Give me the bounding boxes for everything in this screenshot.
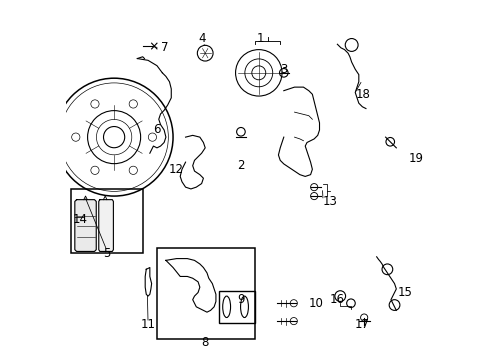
Text: 2: 2 (237, 159, 244, 172)
Text: 7: 7 (160, 41, 168, 54)
Text: 11: 11 (140, 318, 155, 331)
Text: 19: 19 (408, 152, 423, 165)
Bar (71, 189, 142, 253)
Text: 6: 6 (153, 123, 160, 136)
Text: 1: 1 (256, 32, 264, 45)
Text: 15: 15 (397, 286, 412, 299)
Bar (157, 248, 255, 339)
Text: 14: 14 (72, 213, 87, 226)
Text: 9: 9 (237, 293, 244, 306)
Text: 13: 13 (323, 195, 337, 208)
Text: 4: 4 (198, 32, 205, 45)
Text: 10: 10 (308, 297, 323, 310)
Text: 18: 18 (354, 88, 369, 101)
Text: 12: 12 (168, 163, 183, 176)
Text: 17: 17 (354, 318, 369, 331)
Text: 3: 3 (280, 63, 287, 76)
Polygon shape (75, 200, 96, 251)
Text: 8: 8 (201, 336, 208, 349)
Polygon shape (99, 200, 113, 251)
Text: 16: 16 (329, 293, 344, 306)
Bar (219, 291, 255, 323)
Text: 5: 5 (103, 247, 110, 260)
